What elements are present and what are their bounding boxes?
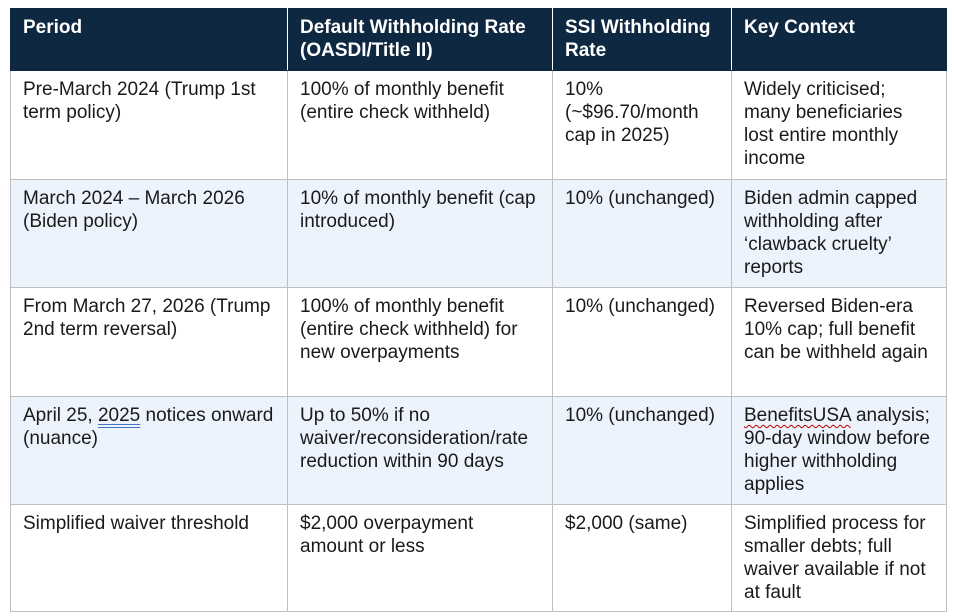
cell-context: Biden admin capped withholding after ‘cl… xyxy=(731,179,947,288)
cell-context: Reversed Biden-era 10% cap; full benefit… xyxy=(731,287,947,397)
period-year-grammar-flag: 2025 xyxy=(97,405,141,426)
cell-period: Simplified waiver threshold xyxy=(10,504,288,612)
period-prefix: April 25, xyxy=(23,405,98,426)
header-period: Period xyxy=(10,8,288,71)
cell-default-rate: $2,000 overpayment amount or less xyxy=(287,504,553,612)
context-spellcheck-word: BenefitsUSA xyxy=(744,405,851,426)
header-row: Period Default Withholding Rate (OASDI/T… xyxy=(10,8,947,71)
table-row: Pre-March 2024 (Trump 1st term policy) 1… xyxy=(10,70,947,180)
cell-period: April 25, 2025 notices onward (nuance) xyxy=(10,396,288,505)
cell-period: Pre-March 2024 (Trump 1st term policy) xyxy=(10,70,288,180)
period-suffix: notices onward (nuance) xyxy=(23,405,274,449)
cell-default-rate: Up to 50% if no waiver/reconsideration/r… xyxy=(287,396,553,505)
cell-default-rate: 100% of monthly benefit (entire check wi… xyxy=(287,287,553,397)
cell-ssi-rate: 10% (unchanged) xyxy=(552,179,732,288)
header-default-rate: Default Withholding Rate (OASDI/Title II… xyxy=(287,8,553,71)
cell-period: From March 27, 2026 (Trump 2nd term reve… xyxy=(10,287,288,397)
table-row: April 25, 2025 notices onward (nuance) U… xyxy=(10,396,947,505)
cell-ssi-rate: 10% (unchanged) xyxy=(552,396,732,505)
cell-period: March 2024 – March 2026 (Biden policy) xyxy=(10,179,288,288)
table-row: Simplified waiver threshold $2,000 overp… xyxy=(10,504,947,612)
cell-context: Simplified process for smaller debts; fu… xyxy=(731,504,947,612)
table-row: From March 27, 2026 (Trump 2nd term reve… xyxy=(10,287,947,397)
cell-ssi-rate: 10% (~$96.70/month cap in 2025) xyxy=(552,70,732,180)
cell-ssi-rate: $2,000 (same) xyxy=(552,504,732,612)
context-rest: analysis; 90-day window before higher wi… xyxy=(744,405,930,495)
cell-default-rate: 10% of monthly benefit (cap introduced) xyxy=(287,179,553,288)
header-ssi-rate: SSI Withholding Rate xyxy=(552,8,732,71)
table-row: March 2024 – March 2026 (Biden policy) 1… xyxy=(10,179,947,288)
cell-context: BenefitsUSA analysis; 90-day window befo… xyxy=(731,396,947,505)
withholding-table: Period Default Withholding Rate (OASDI/T… xyxy=(10,8,947,612)
cell-context: Widely criticised; many beneficiaries lo… xyxy=(731,70,947,180)
cell-ssi-rate: 10% (unchanged) xyxy=(552,287,732,397)
header-key-context: Key Context xyxy=(731,8,947,71)
cell-default-rate: 100% of monthly benefit (entire check wi… xyxy=(287,70,553,180)
